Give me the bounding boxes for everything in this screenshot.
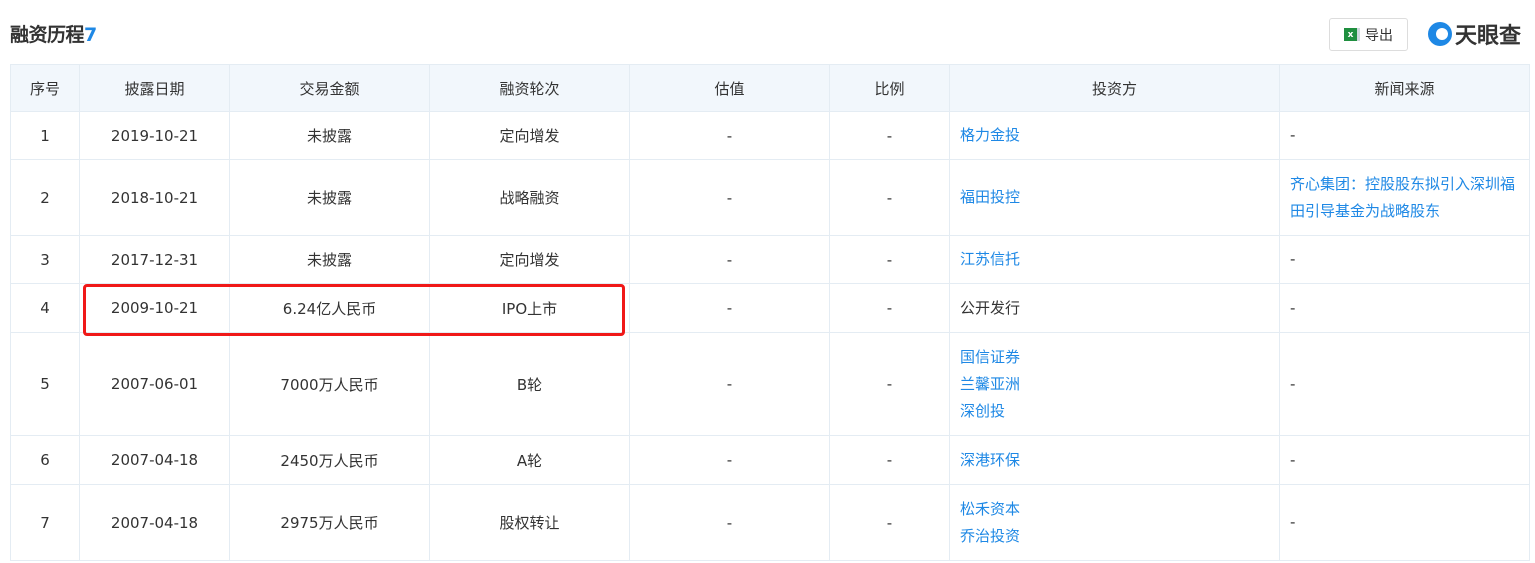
column-header: 披露日期 (79, 64, 230, 112)
table-row: 5 2007-06-01 7000万人民币 B轮 - - 国信证券 兰馨亚洲 深创投 - (10, 332, 1530, 436)
cell-no: 2 (10, 159, 80, 236)
cell-news: - (1279, 283, 1530, 333)
cell-investors: 国信证券兰馨亚洲深创投 (949, 332, 1280, 436)
cell-investors: 福田投控 (949, 159, 1280, 236)
cell-round: 定向增发 (429, 235, 630, 284)
page-title: 融资历程7 (10, 20, 97, 47)
excel-icon: x (1344, 28, 1360, 41)
table-row: 7 2007-04-18 2975万人民币 股权转让 - - 松禾资本 乔治投资 - (10, 484, 1530, 561)
financing-table: 序号 披露日期 交易金额 融资轮次 估值 比例 投资方 新闻来源 1 2019-10-21 未披露… (10, 64, 1530, 561)
cell-date: 2018-10-21 (79, 159, 230, 236)
column-header: 交易金额 (229, 64, 430, 112)
export-button[interactable]: x 导出 (1329, 18, 1408, 51)
cell-round: 股权转让 (429, 484, 630, 561)
cell-amount: 2450万人民币 (229, 435, 430, 485)
table-row: 3 2017-12-31 未披露 定向增发 - - 江苏信托 - (10, 235, 1530, 284)
cell-amount: 7000万人民币 (229, 332, 430, 436)
cell-valuation: - (629, 235, 830, 284)
cell-round: 战略融资 (429, 159, 630, 236)
cell-news: - (1279, 235, 1530, 284)
highlight-box (83, 284, 625, 336)
cell-investors: 江苏信托 (949, 235, 1280, 284)
cell-date: 2009-10-21 (79, 283, 230, 333)
cell-amount: 未披露 (229, 159, 430, 236)
cell-news: - (1279, 484, 1530, 561)
cell-investors: 深港环保 (949, 435, 1280, 485)
cell-no: 5 (10, 332, 80, 436)
cell-ratio: - (829, 111, 950, 160)
news-link[interactable]: 齐心集团：控股股东拟引入深圳福田引导基金为战略股东 (1290, 174, 1516, 220)
cell-valuation: - (629, 111, 830, 160)
investor-link[interactable]: 福田投控 (960, 188, 1021, 206)
cell-amount: 未披露 (229, 235, 430, 284)
investor-text: 公开发行 (960, 298, 1021, 317)
cell-valuation: - (629, 435, 830, 485)
column-header: 估值 (629, 64, 830, 112)
column-header: 序号 (10, 64, 80, 112)
export-label: 导出 (1365, 27, 1393, 44)
investor-link[interactable]: 国信证券 (960, 347, 1021, 366)
cell-news: - (1279, 435, 1530, 485)
column-header: 比例 (829, 64, 950, 112)
record-count: 7 (84, 24, 97, 46)
cell-round: A轮 (429, 435, 630, 485)
investor-link[interactable]: 江苏信托 (960, 250, 1021, 268)
cell-ratio: - (829, 283, 950, 333)
investor-link[interactable]: 深港环保 (960, 450, 1021, 469)
cell-valuation: - (629, 484, 830, 561)
cell-ratio: - (829, 435, 950, 485)
cell-valuation: - (629, 283, 830, 333)
column-header: 融资轮次 (429, 64, 630, 112)
cell-amount: 未披露 (229, 111, 430, 160)
cell-ratio: - (829, 235, 950, 284)
cell-no: 3 (10, 235, 80, 284)
cell-date: 2017-12-31 (79, 235, 230, 284)
cell-investors: 公开发行 (949, 283, 1280, 333)
table-row: 2 2018-10-21 未披露 战略融资 - - 福田投控 齐心集团：控股股东拟引入深圳福田… (10, 159, 1530, 236)
cell-amount: 6.24亿人民币 (229, 283, 430, 333)
investor-link[interactable]: 格力金投 (960, 126, 1021, 144)
cell-no: 6 (10, 435, 80, 485)
cell-date: 2019-10-21 (79, 111, 230, 160)
cell-news: - (1279, 111, 1530, 160)
cell-no: 1 (10, 111, 80, 160)
cell-amount: 2975万人民币 (229, 484, 430, 561)
cell-valuation: - (629, 332, 830, 436)
column-header: 投资方 (949, 64, 1280, 112)
cell-news: 齐心集团：控股股东拟引入深圳福田引导基金为战略股东 (1279, 159, 1530, 236)
logo-icon (1428, 22, 1452, 46)
cell-news: - (1279, 332, 1530, 436)
column-header: 新闻来源 (1279, 64, 1530, 112)
investor-link[interactable]: 松禾资本 (960, 499, 1021, 518)
cell-date: 2007-06-01 (79, 332, 230, 436)
investor-link[interactable]: 乔治投资 (960, 526, 1021, 545)
cell-ratio: - (829, 332, 950, 436)
investor-link[interactable]: 兰馨亚洲 (960, 374, 1021, 393)
logo-text: 天眼查 (1455, 24, 1522, 49)
cell-investors: 松禾资本 乔治投资 (949, 484, 1280, 561)
cell-date: 2007-04-18 (79, 484, 230, 561)
cell-valuation: - (629, 159, 830, 236)
table-row: 1 2019-10-21 未披露 定向增发 - - 格力金投 - (10, 111, 1530, 160)
tianyancha-logo: 天眼查 (1428, 18, 1521, 50)
cell-investors: 格力金投 (949, 111, 1280, 160)
investor-link[interactable]: 深创投 (960, 401, 1006, 420)
cell-no: 4 (10, 283, 80, 333)
cell-round: B轮 (429, 332, 630, 436)
cell-date: 2007-04-18 (79, 435, 230, 485)
title-text: 融资历程 (10, 24, 85, 46)
cell-ratio: - (829, 484, 950, 561)
table-row: 6 2007-04-18 2450万人民币 A轮 - - 深港环保 - (10, 435, 1530, 485)
cell-ratio: - (829, 159, 950, 236)
cell-no: 7 (10, 484, 80, 561)
cell-round: 定向增发 (429, 111, 630, 160)
